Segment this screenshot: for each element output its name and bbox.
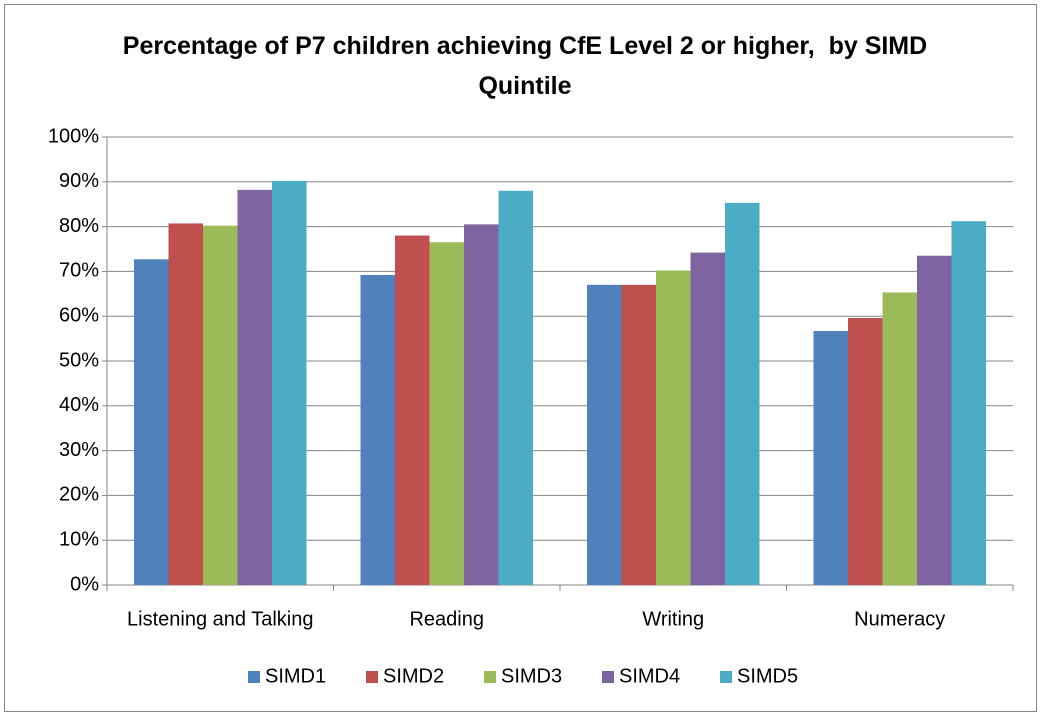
x-tick-label: Listening and Talking	[127, 608, 313, 630]
legend-swatch	[484, 671, 496, 683]
bar	[360, 274, 395, 585]
bar	[951, 221, 986, 585]
x-tick-label: Numeracy	[854, 608, 945, 630]
chart-title: Percentage of P7 children achieving CfE …	[122, 32, 935, 100]
y-tick-label: 70%	[59, 260, 99, 282]
y-tick-label: 90%	[59, 170, 99, 192]
legend-swatch	[602, 671, 614, 683]
legend-label: SIMD4	[619, 665, 680, 687]
x-tick-label: Reading	[409, 608, 484, 630]
legend-label: SIMD1	[265, 665, 326, 687]
legend-swatch	[720, 671, 732, 683]
bar	[168, 223, 203, 586]
bar	[587, 284, 622, 585]
legend-label: SIMD3	[501, 665, 562, 687]
bar	[621, 284, 656, 585]
y-tick-label: 60%	[59, 304, 99, 326]
legend-label: SIMD5	[737, 665, 798, 687]
y-tick-label: 0%	[70, 573, 99, 595]
bar	[882, 292, 917, 585]
bar	[725, 202, 760, 585]
bar	[429, 242, 464, 585]
x-tick-label: Writing	[642, 608, 704, 630]
bar	[498, 190, 533, 585]
y-tick-label: 10%	[59, 528, 99, 550]
legend-swatch	[366, 671, 378, 683]
bar	[203, 225, 238, 586]
bar	[395, 235, 430, 585]
y-tick-label: 30%	[59, 439, 99, 461]
chart-frame	[4, 4, 1037, 712]
y-tick-label: 20%	[59, 484, 99, 506]
bar	[848, 317, 883, 585]
bar	[272, 180, 307, 586]
bar	[813, 330, 848, 585]
y-tick-label: 80%	[59, 215, 99, 237]
legend-swatch	[248, 671, 260, 683]
y-tick-label: 40%	[59, 394, 99, 416]
legend-label: SIMD2	[383, 665, 444, 687]
bar	[917, 255, 952, 585]
bar	[656, 270, 691, 585]
y-tick-label: 50%	[59, 349, 99, 371]
y-tick-label: 100%	[48, 125, 99, 147]
bar	[134, 259, 169, 585]
bar	[237, 189, 272, 585]
bar	[690, 252, 725, 586]
bar	[464, 224, 499, 586]
